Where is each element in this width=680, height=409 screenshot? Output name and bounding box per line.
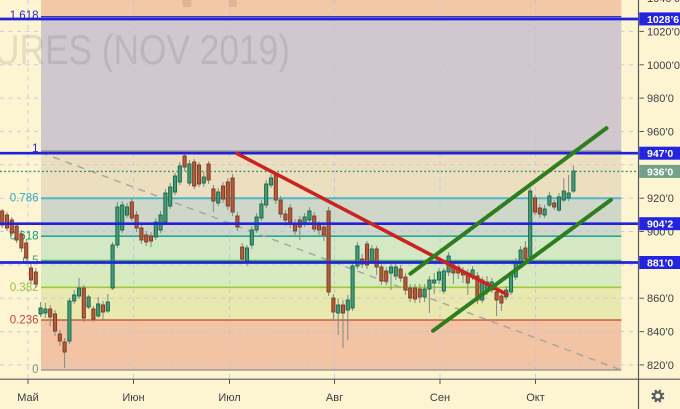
svg-text:947’0: 947’0	[647, 148, 673, 160]
svg-text:Окт: Окт	[526, 392, 545, 404]
svg-text:1040’0: 1040’0	[647, 0, 680, 5]
svg-text:0.236: 0.236	[10, 314, 39, 326]
svg-text:0.382: 0.382	[10, 282, 39, 294]
svg-text:0.786: 0.786	[10, 193, 39, 205]
svg-text:Сен: Сен	[430, 392, 450, 404]
svg-text:0.618: 0.618	[10, 231, 39, 243]
svg-text:0: 0	[32, 364, 38, 376]
svg-text:860’0: 860’0	[647, 293, 674, 305]
svg-text:936’0: 936’0	[647, 166, 673, 178]
svg-text:Май: Май	[17, 392, 39, 404]
svg-text:1020’0: 1020’0	[647, 26, 680, 38]
svg-text:Авг: Авг	[326, 392, 343, 404]
svg-text:1000’0: 1000’0	[647, 60, 680, 72]
svg-text:881’0: 881’0	[647, 258, 673, 270]
svg-text:960’0: 960’0	[647, 127, 674, 139]
svg-text:Июл: Июл	[218, 392, 240, 404]
svg-text:Июн: Июн	[122, 392, 144, 404]
svg-text:980’0: 980’0	[647, 93, 674, 105]
svg-text:840’0: 840’0	[647, 327, 674, 339]
svg-text:904’2: 904’2	[647, 219, 673, 231]
svg-text:URES (NOV 2019): URES (NOV 2019)	[0, 26, 290, 73]
svg-text:920’0: 920’0	[647, 193, 674, 205]
svg-text:1028’6: 1028’6	[647, 14, 679, 26]
svg-text:1: 1	[32, 143, 38, 155]
svg-text:820’0: 820’0	[647, 360, 674, 372]
